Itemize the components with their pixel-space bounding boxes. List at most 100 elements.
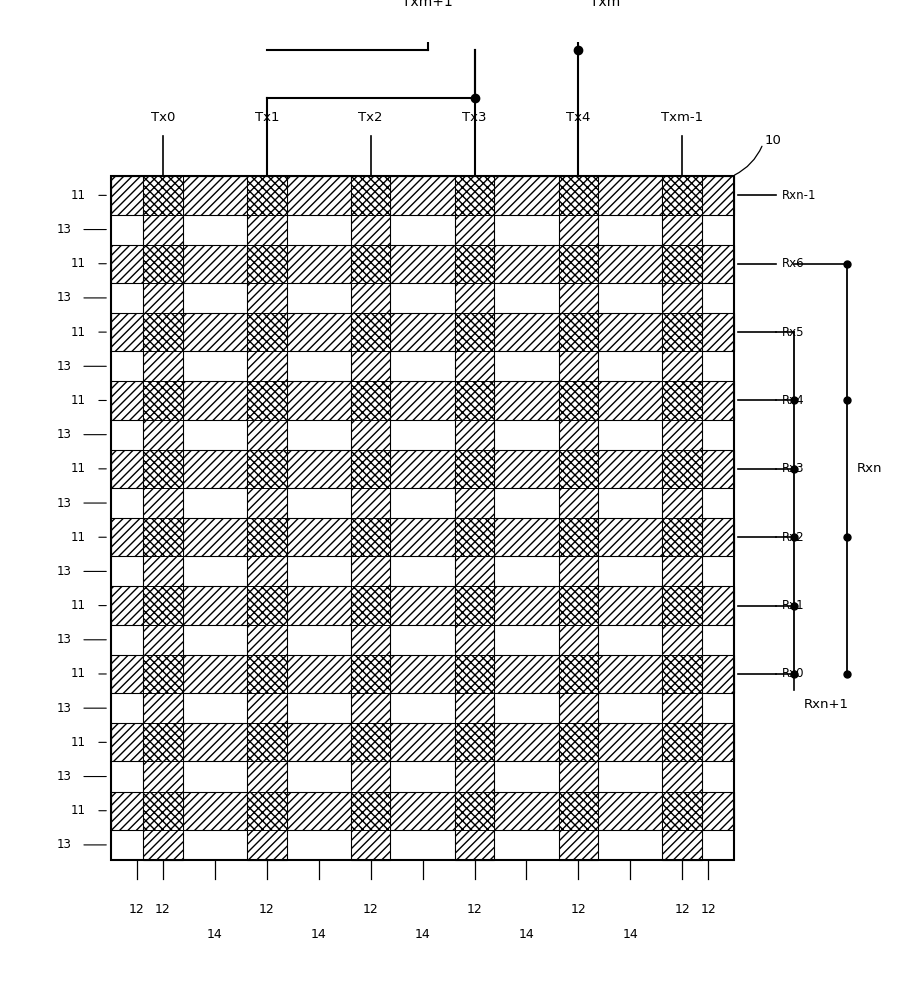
Bar	[558, 313, 598, 351]
Bar	[351, 655, 390, 693]
Bar	[351, 518, 390, 556]
Bar	[143, 761, 183, 792]
Text: Tx3: Tx3	[462, 111, 487, 124]
Bar	[455, 761, 494, 792]
Bar	[143, 792, 183, 830]
Text: Tx1: Tx1	[254, 111, 279, 124]
Bar	[351, 830, 390, 860]
Bar	[558, 586, 598, 625]
Bar	[247, 792, 287, 830]
Bar	[558, 176, 598, 215]
Text: 12: 12	[129, 903, 145, 916]
Bar	[662, 313, 702, 351]
Text: 11: 11	[71, 189, 86, 202]
Bar	[351, 792, 390, 830]
Bar	[247, 830, 287, 860]
Bar	[143, 586, 183, 625]
Bar	[351, 245, 390, 283]
Bar	[558, 792, 598, 830]
Bar	[351, 313, 390, 351]
Text: Tx2: Tx2	[358, 111, 383, 124]
Bar	[558, 176, 598, 215]
Text: 11: 11	[71, 531, 86, 544]
Bar	[247, 450, 287, 488]
Bar	[455, 245, 494, 283]
Text: 12: 12	[700, 903, 716, 916]
Bar	[351, 450, 390, 488]
Bar	[662, 420, 702, 450]
Bar	[143, 215, 183, 245]
Bar	[558, 313, 598, 351]
Bar	[662, 761, 702, 792]
Bar	[455, 313, 494, 351]
Bar	[247, 176, 287, 215]
Text: 13: 13	[56, 838, 71, 851]
Bar	[351, 488, 390, 518]
Bar	[351, 586, 390, 625]
Bar	[455, 518, 494, 556]
Text: Tx4: Tx4	[567, 111, 591, 124]
Bar	[662, 215, 702, 245]
Bar	[143, 518, 183, 556]
Text: 13: 13	[56, 633, 71, 646]
Bar	[143, 351, 183, 381]
Bar	[558, 556, 598, 586]
Bar	[247, 488, 287, 518]
Bar	[143, 792, 183, 830]
Bar	[247, 723, 287, 761]
Bar	[662, 245, 702, 283]
Bar	[455, 176, 494, 215]
Bar	[247, 723, 287, 761]
Bar	[662, 586, 702, 625]
Bar	[662, 830, 702, 860]
Bar	[662, 693, 702, 723]
Bar	[143, 830, 183, 860]
Bar	[662, 723, 702, 761]
Bar	[351, 655, 390, 693]
Bar	[662, 176, 702, 860]
Bar	[247, 792, 287, 830]
Bar	[143, 245, 183, 283]
Bar	[455, 830, 494, 860]
Bar	[558, 176, 598, 860]
Bar	[662, 723, 702, 761]
Bar	[455, 693, 494, 723]
Text: 13: 13	[56, 565, 71, 578]
Bar	[247, 245, 287, 283]
Bar	[143, 420, 183, 450]
Bar	[111, 792, 734, 860]
Bar	[455, 176, 494, 860]
Bar	[247, 761, 287, 792]
Bar	[558, 723, 598, 761]
Bar	[111, 176, 734, 245]
Bar	[143, 586, 183, 625]
Bar	[662, 245, 702, 283]
Text: 12: 12	[467, 903, 482, 916]
Bar	[143, 450, 183, 488]
Bar	[247, 381, 287, 420]
Bar	[143, 313, 183, 351]
Bar	[247, 586, 287, 625]
Text: Rx0: Rx0	[782, 667, 805, 680]
Bar	[558, 830, 598, 860]
Text: 13: 13	[56, 223, 71, 236]
Bar	[111, 450, 734, 518]
Bar	[143, 723, 183, 761]
Bar	[455, 586, 494, 625]
Bar	[111, 518, 734, 586]
Text: 11: 11	[71, 599, 86, 612]
Bar	[662, 792, 702, 830]
Text: 14: 14	[519, 928, 534, 941]
Text: Tx0: Tx0	[151, 111, 176, 124]
Bar	[455, 655, 494, 693]
Text: Rxn-1: Rxn-1	[782, 189, 816, 202]
Bar	[247, 381, 287, 420]
Bar	[662, 625, 702, 655]
Bar	[351, 313, 390, 351]
Text: 14: 14	[414, 928, 431, 941]
Bar	[662, 655, 702, 693]
Bar	[455, 586, 494, 625]
Text: 13: 13	[56, 291, 71, 304]
Bar	[558, 245, 598, 283]
Bar	[455, 518, 494, 556]
